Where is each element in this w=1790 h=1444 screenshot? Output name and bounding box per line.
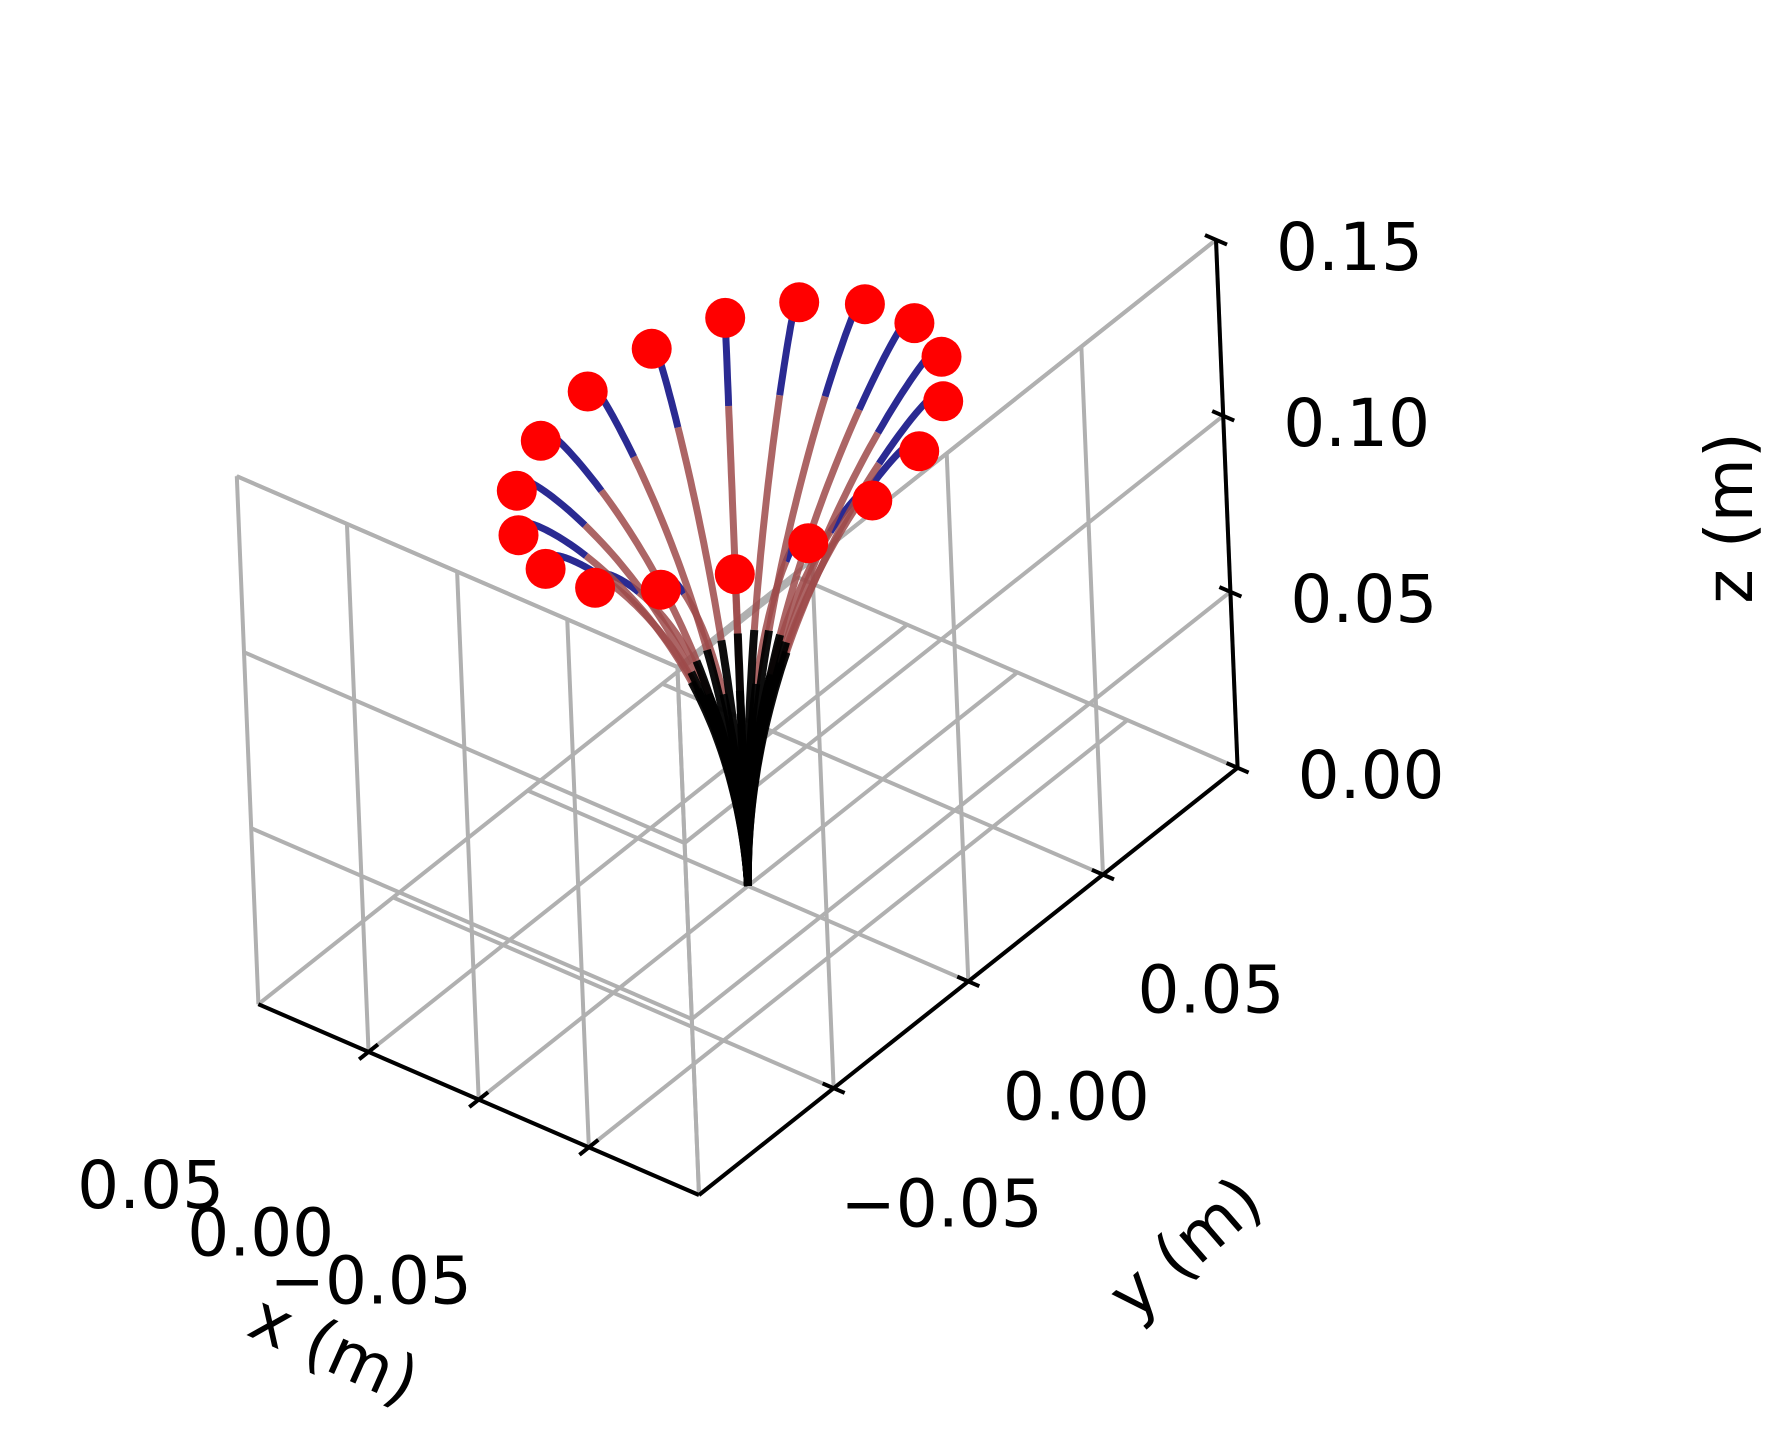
- z-tick-label: 0.00: [1298, 737, 1445, 814]
- y-tick-mark: [956, 974, 981, 989]
- tip-marker-10: [788, 523, 829, 564]
- tip-marker-8: [899, 431, 940, 472]
- rod-5-segment-2: [776, 408, 863, 636]
- grid-line-back-z: [690, 590, 1232, 1021]
- grid-line-side-top: [236, 474, 679, 669]
- tip-marker-14: [525, 548, 566, 589]
- grid-line-back-y: [810, 560, 836, 1089]
- y-tick-label: 0.00: [1003, 1058, 1150, 1135]
- grid-line-side-x: [234, 476, 261, 1005]
- rod-16-segment-2: [582, 522, 695, 674]
- grid-line-back-z: [683, 414, 1225, 845]
- rod-18-segment-2: [630, 455, 711, 651]
- tip-marker-12: [640, 569, 681, 610]
- rod-17-segment-2: [598, 488, 700, 663]
- x-tick-label: −0.05: [270, 1242, 472, 1319]
- grid-line-floor-x: [257, 575, 799, 1006]
- y-tick-mark: [821, 1081, 846, 1095]
- tip-marker-15: [498, 515, 539, 556]
- rod-6-segment-2: [782, 431, 881, 644]
- x-tick-mark: [357, 1042, 380, 1061]
- tip-marker-4: [844, 284, 885, 325]
- z-tick-mark: [1225, 761, 1250, 775]
- axis-lines: [257, 233, 1250, 1197]
- rod-10-segment-2: [752, 560, 790, 685]
- z-axis-title: z (m): [1691, 432, 1768, 603]
- tip-marker-5: [894, 303, 935, 344]
- y-tick-label: 0.05: [1138, 952, 1285, 1029]
- grid-line-back-y: [944, 453, 971, 982]
- x-tick-label: 0.05: [77, 1147, 224, 1224]
- grid-line-back-top: [676, 238, 1218, 669]
- grid-line-side-z: [243, 650, 686, 845]
- rod-8-segment-2: [777, 496, 866, 665]
- z-tick-mark: [1204, 233, 1228, 247]
- tip-marker-6: [921, 336, 962, 377]
- grid-line-side-x: [344, 523, 371, 1052]
- z-tick-mark: [1218, 585, 1243, 599]
- x-tick-label: 0.00: [187, 1195, 334, 1272]
- tip-markers: [496, 282, 964, 610]
- tip-marker-17: [520, 420, 561, 461]
- tip-marker-18: [567, 371, 608, 412]
- z-tick-label: 0.10: [1283, 385, 1430, 462]
- tip-marker-11: [714, 554, 755, 595]
- grid-line-back-y: [1079, 346, 1105, 875]
- z-axis-line: [1214, 239, 1240, 768]
- y-axis-title: y (m): [1094, 1161, 1277, 1334]
- rod-3-segment-2: [750, 394, 784, 631]
- z-tick-mark: [1211, 409, 1236, 423]
- tip-marker-3: [779, 282, 820, 323]
- tick-labels: 0.050.00−0.05−0.050.000.050.000.050.100.…: [77, 209, 1444, 1320]
- grid-line-floor-y: [796, 575, 1239, 770]
- grid-line-side-z: [250, 826, 693, 1021]
- tip-marker-9: [852, 480, 893, 521]
- tip-marker-1: [631, 328, 672, 369]
- z-tick-label: 0.15: [1276, 209, 1423, 286]
- x-tick-mark: [578, 1138, 600, 1157]
- x-tick-mark: [468, 1090, 490, 1109]
- z-tick-label: 0.05: [1290, 561, 1437, 638]
- rod-1-segment-2: [674, 426, 725, 641]
- tip-marker-2: [705, 297, 746, 338]
- tip-marker-7: [923, 381, 964, 422]
- grid-line-floor-y: [392, 895, 835, 1091]
- y-tick-mark: [1091, 867, 1115, 882]
- rod-18-segment-1: [703, 648, 752, 887]
- y-tick-label: −0.05: [840, 1165, 1042, 1242]
- tip-marker-13: [575, 567, 616, 608]
- tip-marker-16: [496, 470, 537, 511]
- grid-line-back-y: [675, 666, 701, 1196]
